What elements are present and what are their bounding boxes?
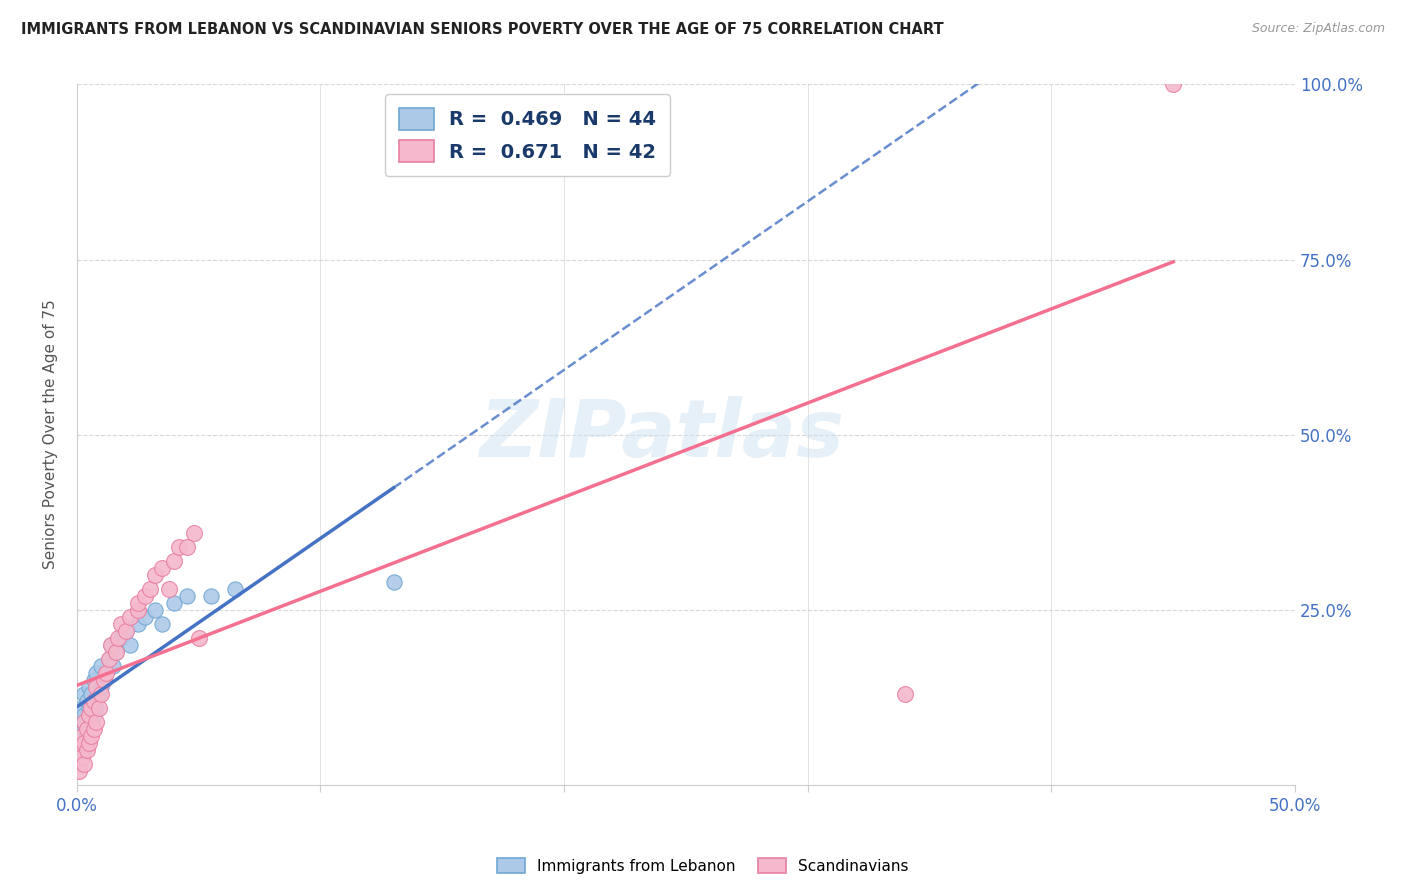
Point	[114, 624, 136, 638]
Point	[70, 700, 93, 714]
Point	[187, 631, 209, 645]
Point	[70, 749, 93, 764]
Point	[90, 658, 112, 673]
Point	[83, 673, 105, 687]
Point	[159, 582, 181, 596]
Point	[83, 694, 105, 708]
Point	[80, 714, 103, 729]
Point	[120, 609, 142, 624]
Point	[77, 722, 100, 736]
Point	[1161, 78, 1184, 92]
Point	[200, 589, 222, 603]
Point	[100, 638, 122, 652]
Point	[70, 729, 93, 743]
Point	[94, 665, 117, 680]
Point	[86, 665, 108, 680]
Point	[73, 707, 96, 722]
Point	[73, 743, 96, 757]
Point	[150, 616, 173, 631]
Point	[134, 589, 156, 603]
Point	[167, 540, 190, 554]
Point	[87, 700, 110, 714]
Point	[80, 687, 103, 701]
Point	[77, 700, 100, 714]
Point	[100, 638, 122, 652]
Point	[73, 756, 96, 771]
Point	[103, 658, 125, 673]
Point	[76, 694, 98, 708]
Point	[176, 540, 198, 554]
Point	[143, 567, 166, 582]
Point	[127, 596, 149, 610]
Point	[163, 554, 186, 568]
Point	[67, 764, 90, 778]
Point	[163, 596, 186, 610]
Legend: R =  0.469   N = 44, R =  0.671   N = 42: R = 0.469 N = 44, R = 0.671 N = 42	[385, 95, 671, 176]
Point	[73, 687, 96, 701]
Point	[127, 602, 149, 616]
Point	[120, 638, 142, 652]
Point	[94, 665, 117, 680]
Point	[86, 714, 108, 729]
Point	[110, 631, 132, 645]
Point	[150, 560, 173, 574]
Point	[77, 707, 100, 722]
Point	[97, 651, 120, 665]
Point	[93, 673, 115, 687]
Point	[67, 722, 90, 736]
Point	[90, 687, 112, 701]
Point	[67, 756, 90, 771]
Point	[382, 574, 405, 589]
Point	[894, 687, 917, 701]
Point	[127, 616, 149, 631]
Point	[139, 582, 162, 596]
Point	[67, 743, 90, 757]
Point	[87, 687, 110, 701]
Point	[86, 700, 108, 714]
Point	[77, 680, 100, 694]
Point	[104, 645, 127, 659]
Point	[76, 736, 98, 750]
Y-axis label: Seniors Poverty Over the Age of 75: Seniors Poverty Over the Age of 75	[44, 300, 58, 569]
Point	[67, 736, 90, 750]
Point	[107, 631, 129, 645]
Point	[80, 700, 103, 714]
Point	[73, 736, 96, 750]
Point	[176, 589, 198, 603]
Point	[73, 722, 96, 736]
Point	[143, 602, 166, 616]
Point	[83, 707, 105, 722]
Point	[77, 736, 100, 750]
Point	[114, 624, 136, 638]
Text: IMMIGRANTS FROM LEBANON VS SCANDINAVIAN SENIORS POVERTY OVER THE AGE OF 75 CORRE: IMMIGRANTS FROM LEBANON VS SCANDINAVIAN …	[21, 22, 943, 37]
Point	[104, 645, 127, 659]
Point	[93, 673, 115, 687]
Point	[97, 651, 120, 665]
Point	[90, 680, 112, 694]
Point	[224, 582, 246, 596]
Point	[76, 743, 98, 757]
Point	[134, 609, 156, 624]
Legend: Immigrants from Lebanon, Scandinavians: Immigrants from Lebanon, Scandinavians	[491, 852, 915, 880]
Point	[70, 749, 93, 764]
Point	[183, 525, 205, 540]
Point	[80, 729, 103, 743]
Point	[70, 729, 93, 743]
Point	[70, 714, 93, 729]
Point	[110, 616, 132, 631]
Point	[86, 680, 108, 694]
Point	[76, 714, 98, 729]
Point	[76, 722, 98, 736]
Point	[73, 714, 96, 729]
Text: ZIPatlas: ZIPatlas	[479, 395, 844, 474]
Text: Source: ZipAtlas.com: Source: ZipAtlas.com	[1251, 22, 1385, 36]
Point	[83, 722, 105, 736]
